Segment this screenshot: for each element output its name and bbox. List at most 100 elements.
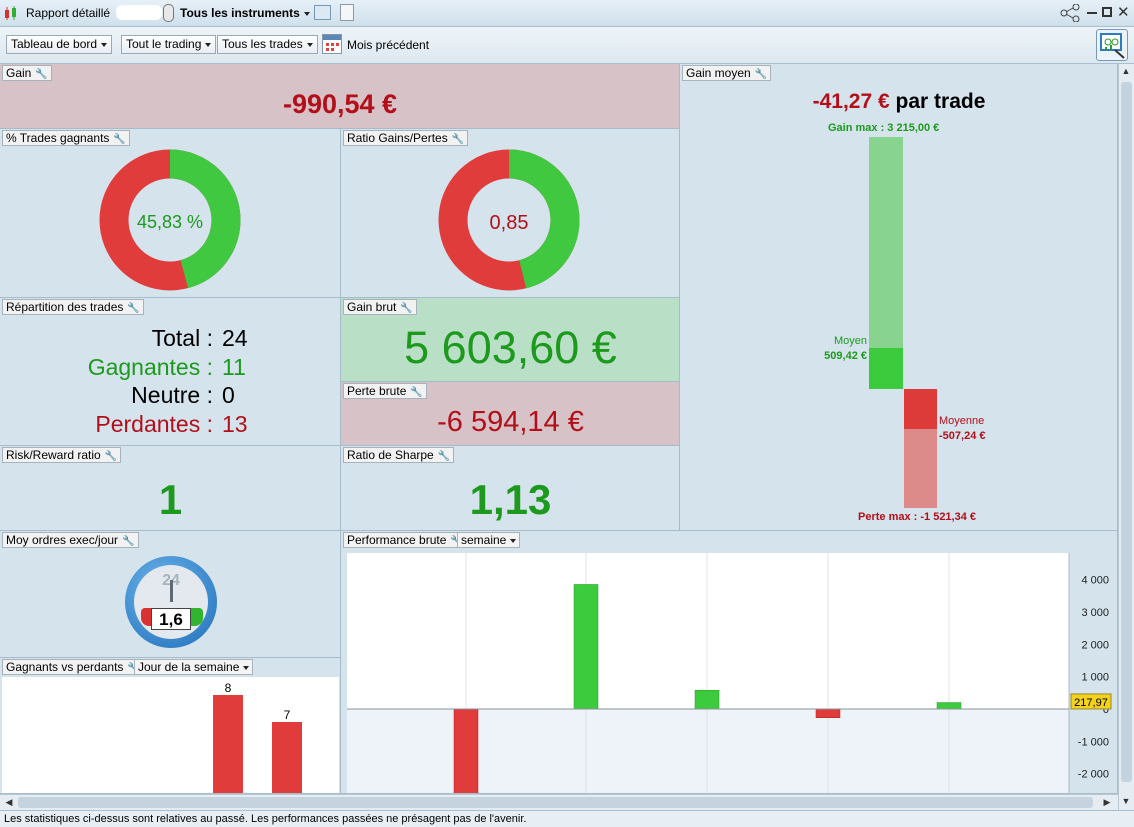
risk-reward-value: 1 (158, 476, 183, 523)
gain-title-text: Gain (6, 66, 32, 80)
max-loss-bar (904, 429, 937, 508)
report-title: Rapport détaillé (26, 6, 111, 20)
trades-dropdown[interactable]: Tous les trades (217, 35, 318, 54)
close-icon[interactable]: ✕ (1117, 4, 1130, 21)
orders-title[interactable]: Moy ordres exec/jour 🔧 (2, 532, 139, 548)
y-tick-label: 4 000 (1081, 575, 1109, 587)
scroll-up-icon[interactable]: ▲ (1121, 66, 1131, 76)
performance-title[interactable]: Performance brute🔧 (343, 532, 467, 548)
avg-gain-heading: -41,27 € par trade (680, 90, 1117, 114)
gross-gain-value: 5 603,60 € (404, 322, 617, 373)
performance-chart: 4 000 3 000 2 000 1 000 0 -1 000 -2 000 217,97 (347, 553, 1112, 793)
wrench-icon[interactable]: 🔧 (437, 451, 451, 462)
wrench-icon[interactable]: 🔧 (35, 69, 48, 80)
max-gain-bar (869, 137, 903, 389)
vertical-scroll-thumb[interactable] (1121, 82, 1132, 782)
dashboard-settings-icon[interactable] (1096, 29, 1128, 61)
vertical-scrollbar[interactable]: ▲ ▼ (1118, 64, 1134, 810)
chevron-down-icon (510, 538, 517, 543)
mean-gain-bar (869, 348, 903, 389)
horizontal-scroll-thumb[interactable] (18, 797, 1093, 808)
gross-loss-panel: Perte brute 🔧 -6 594,14 € (341, 382, 680, 446)
period-label[interactable]: Mois précédent (347, 38, 430, 52)
winners-losers-title[interactable]: Gagnants vs perdants🔧 (2, 659, 144, 675)
instrument-selector[interactable]: Tous les instruments (180, 6, 310, 20)
trading-label: Tout le trading (126, 37, 202, 51)
win-trades-donut (99, 149, 241, 291)
distribution-row: Total : 24 (0, 325, 340, 353)
distribution-row-value: 11 (222, 353, 246, 380)
wrench-icon[interactable]: 🔧 (122, 536, 135, 547)
gain-panel-title[interactable]: Gain 🔧 (2, 65, 52, 81)
risk-reward-title[interactable]: Risk/Reward ratio 🔧 (2, 447, 122, 463)
mean-loss-label: Moyenne (939, 415, 985, 427)
avg-gain-value: -41,27 € (812, 90, 890, 113)
instrument-label: Tous les instruments (180, 6, 300, 20)
window-titlebar: Rapport détaillé Tous les instruments ✕ (0, 0, 1134, 27)
mean-loss-value: -507,24 € (939, 430, 986, 442)
win-trades-panel: % Trades gagnants 🔧 45,83 % (0, 129, 341, 298)
wrench-icon[interactable]: 🔧 (451, 134, 465, 145)
wrench-icon[interactable]: 🔧 (113, 134, 126, 145)
wl-bar-label: 7 (283, 708, 291, 722)
trading-dropdown[interactable]: Tout le trading (121, 35, 217, 54)
distribution-title[interactable]: Répartition des trades 🔧 (2, 299, 144, 315)
distribution-row-value: 13 (222, 410, 248, 437)
current-value-badge (1070, 693, 1112, 710)
wrench-icon[interactable]: 🔧 (754, 69, 768, 80)
wrench-icon[interactable]: 🔧 (104, 451, 118, 462)
performance-bar (936, 702, 962, 710)
dashboard-label: Tableau de bord (11, 37, 98, 51)
gross-loss-title[interactable]: Perte brute 🔧 (343, 383, 427, 399)
winners-losers-panel: Gagnants vs perdants🔧 Jour de la semaine… (0, 658, 341, 794)
period-dropdown[interactable]: semaine (457, 532, 521, 548)
minimize-icon[interactable] (1087, 12, 1097, 14)
scroll-down-icon[interactable]: ▼ (1121, 796, 1131, 806)
share-icon[interactable] (1060, 3, 1080, 23)
chart-icon[interactable] (314, 5, 331, 20)
sharpe-title[interactable]: Ratio de Sharpe 🔧 (343, 447, 455, 463)
dashboard-dropdown[interactable]: Tableau de bord (6, 35, 113, 54)
y-tick-label: -1 000 (1078, 736, 1109, 748)
avg-gain-title[interactable]: Gain moyen 🔧 (682, 65, 772, 81)
weekday-dropdown-label: Jour de la semaine (138, 660, 240, 674)
link-icon[interactable] (163, 4, 174, 22)
avg-gain-title-text: Gain moyen (686, 66, 751, 80)
wl-bar (213, 695, 243, 793)
distribution-row-label: Perdantes : (95, 410, 213, 437)
orders-title-text: Moy ordres exec/jour (6, 533, 119, 547)
candlestick-icon (4, 6, 18, 21)
maximize-icon[interactable] (1102, 7, 1112, 17)
ratio-title[interactable]: Ratio Gains/Pertes 🔧 (343, 130, 469, 146)
weekday-dropdown[interactable]: Jour de la semaine (134, 659, 254, 675)
gross-gain-title[interactable]: Gain brut 🔧 (343, 299, 417, 315)
ratio-panel: Ratio Gains/Pertes 🔧 0,85 (341, 129, 680, 298)
performance-bar (573, 584, 599, 710)
win-trades-title[interactable]: % Trades gagnants 🔧 (2, 130, 130, 146)
wrench-icon[interactable]: 🔧 (410, 387, 423, 398)
gross-loss-value: -6 594,14 € (437, 406, 584, 438)
toolbar: Tableau de bord Tout le trading Tous les… (0, 27, 1134, 64)
distribution-row: Gagnantes : 11 (0, 353, 340, 382)
chevron-down-icon (303, 11, 310, 16)
wrench-icon[interactable]: 🔧 (127, 303, 140, 314)
risk-reward-title-text: Risk/Reward ratio (6, 448, 101, 462)
calendar-icon[interactable] (322, 34, 342, 54)
scroll-left-icon[interactable]: ◀ (5, 797, 13, 807)
mean-loss-bar (904, 389, 937, 429)
wrench-icon[interactable]: 🔧 (127, 662, 139, 676)
trades-label: Tous les trades (222, 37, 303, 51)
wrench-icon[interactable]: 🔧 (400, 303, 413, 314)
y-tick-label: 2 000 (1081, 639, 1109, 651)
gain-panel: Gain 🔧 -990,54 € (0, 64, 680, 129)
wl-bar-label: 8 (224, 681, 232, 695)
copy-icon[interactable] (340, 4, 354, 21)
gross-gain-panel: Gain brut 🔧 5 603,60 € (341, 298, 680, 382)
sharpe-panel: Ratio de Sharpe 🔧 1,13 (341, 446, 680, 531)
clock-hand (170, 580, 173, 602)
distribution-row-value: 0 (222, 382, 235, 408)
scroll-right-icon[interactable]: ▶ (1103, 797, 1111, 807)
wrench-icon[interactable]: 🔧 (450, 535, 462, 549)
horizontal-scrollbar[interactable]: ◀ ▶ (0, 794, 1118, 810)
period-dropdown-label: semaine (461, 533, 507, 547)
